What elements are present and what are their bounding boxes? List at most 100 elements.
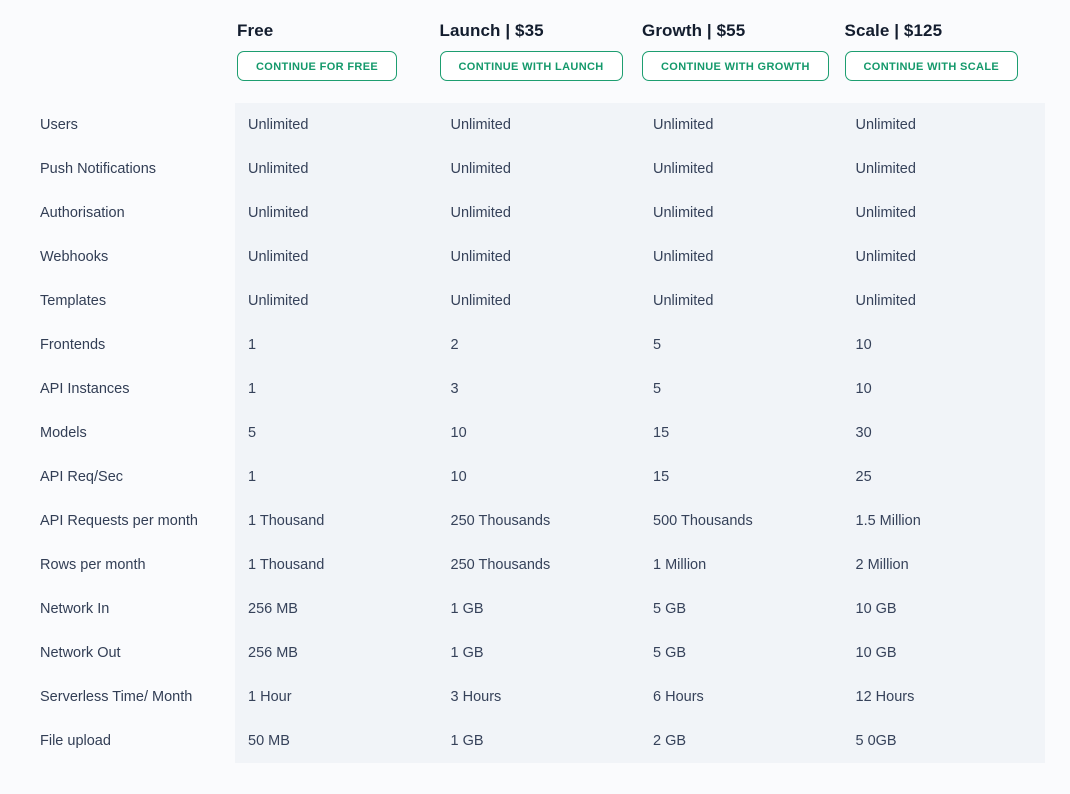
plan-header-scale: Scale | $125 CONTINUE WITH SCALE — [843, 0, 1046, 103]
feature-row-network-out: Network Out 256 MB 1 GB 5 GB 10 GB — [0, 631, 1045, 675]
plan-name-scale: Scale | $125 — [844, 21, 943, 40]
feature-value: 1 Thousand — [235, 543, 438, 587]
feature-value: 12 Hours — [842, 675, 1045, 719]
feature-label: API Instances — [40, 381, 130, 397]
feature-label: Templates — [40, 293, 107, 309]
feature-value: 1 — [235, 323, 438, 367]
feature-value: 25 — [842, 455, 1045, 499]
feature-value: 5 GB — [640, 631, 843, 675]
feature-value: Unlimited — [640, 147, 843, 191]
feature-row-authorisation: Authorisation Unlimited Unlimited Unlimited… — [0, 191, 1045, 235]
feature-value: Unlimited — [640, 191, 843, 235]
feature-value: Unlimited — [437, 191, 640, 235]
feature-value: 15 — [640, 455, 843, 499]
feature-value: 250 Thousands — [437, 499, 640, 543]
plan-header-free: Free CONTINUE FOR FREE — [235, 0, 438, 103]
feature-rows: Users Unlimited Unlimited Unlimited Unlimite… — [0, 103, 1045, 763]
feature-value: 6 Hours — [640, 675, 843, 719]
feature-value: Unlimited — [640, 103, 843, 147]
feature-value: Unlimited — [842, 147, 1045, 191]
feature-value: Unlimited — [842, 103, 1045, 147]
feature-value: 50 MB — [235, 719, 438, 763]
feature-value: 1 Million — [640, 543, 843, 587]
feature-value: 2 — [437, 323, 640, 367]
feature-value: Unlimited — [235, 279, 438, 323]
feature-row-webhooks: Webhooks Unlimited Unlimited Unlimited Unlim… — [0, 235, 1045, 279]
feature-value: 1 GB — [437, 719, 640, 763]
feature-row-templates: Templates Unlimited Unlimited Unlimited Unli… — [0, 279, 1045, 323]
feature-row-users: Users Unlimited Unlimited Unlimited Unlimite… — [0, 103, 1045, 147]
feature-value: 2 GB — [640, 719, 843, 763]
feature-value: Unlimited — [437, 279, 640, 323]
feature-value: Unlimited — [640, 279, 843, 323]
feature-value: Unlimited — [235, 191, 438, 235]
plan-name-launch: Launch | $35 — [439, 21, 544, 40]
feature-label: Webhooks — [40, 249, 109, 265]
feature-label: API Requests per month — [40, 513, 198, 529]
plan-header-launch: Launch | $35 CONTINUE WITH LAUNCH — [438, 0, 641, 103]
feature-row-frontends: Frontends 1 2 5 10 — [0, 323, 1045, 367]
plan-header-growth: Growth | $55 CONTINUE WITH GROWTH — [640, 0, 843, 103]
feature-label: Rows per month — [40, 557, 146, 573]
feature-value: 10 — [437, 411, 640, 455]
feature-value: 1 GB — [437, 631, 640, 675]
feature-value: 3 Hours — [437, 675, 640, 719]
feature-label: Serverless Time/ Month — [40, 689, 193, 705]
feature-row-api-requests-per-month: API Requests per month 1 Thousand 250 Thou… — [0, 499, 1045, 543]
feature-row-api-req-sec: API Req/Sec 1 10 15 25 — [0, 455, 1045, 499]
feature-value: 10 GB — [842, 631, 1045, 675]
feature-value: 5 — [640, 323, 843, 367]
feature-label: Push Notifications — [40, 161, 157, 177]
feature-row-serverless-time-month: Serverless Time/ Month 1 Hour 3 Hours 6 Hou… — [0, 675, 1045, 719]
feature-value: 256 MB — [235, 631, 438, 675]
plan-header-row: Free CONTINUE FOR FREE Launch | $35 CONT… — [0, 0, 1045, 103]
feature-value: 5 — [640, 367, 843, 411]
feature-value: 3 — [437, 367, 640, 411]
feature-label: Users — [40, 117, 78, 133]
feature-value: 1 — [235, 367, 438, 411]
continue-free-button[interactable]: CONTINUE FOR FREE — [237, 51, 398, 81]
feature-value: 1.5 Million — [842, 499, 1045, 543]
feature-value: 15 — [640, 411, 843, 455]
feature-row-push-notifications: Push Notifications Unlimited Unlimited Unli… — [0, 147, 1045, 191]
continue-growth-button[interactable]: CONTINUE WITH GROWTH — [642, 51, 829, 81]
continue-launch-button[interactable]: CONTINUE WITH LAUNCH — [439, 51, 623, 81]
plan-name-free: Free — [237, 21, 274, 40]
feature-row-api-instances: API Instances 1 3 5 10 — [0, 367, 1045, 411]
feature-value: 256 MB — [235, 587, 438, 631]
feature-row-network-in: Network In 256 MB 1 GB 5 GB 10 GB — [0, 587, 1045, 631]
feature-value: 10 — [842, 367, 1045, 411]
feature-value: Unlimited — [235, 147, 438, 191]
feature-value: 30 — [842, 411, 1045, 455]
feature-value: 2 Million — [842, 543, 1045, 587]
feature-value: 500 Thousands — [640, 499, 843, 543]
feature-label: File upload — [40, 733, 111, 749]
feature-value: Unlimited — [842, 279, 1045, 323]
feature-value: 1 Hour — [235, 675, 438, 719]
feature-value: 5 GB — [640, 587, 843, 631]
continue-scale-button[interactable]: CONTINUE WITH SCALE — [844, 51, 1019, 81]
feature-label: Models — [40, 425, 87, 441]
feature-value: Unlimited — [842, 191, 1045, 235]
feature-label: Authorisation — [40, 205, 125, 221]
feature-value: 1 GB — [437, 587, 640, 631]
feature-label: Network In — [40, 601, 110, 617]
plan-name-growth: Growth | $55 — [642, 21, 746, 40]
feature-value: Unlimited — [640, 235, 843, 279]
feature-row-rows-per-month: Rows per month 1 Thousand 250 Thousands 1 M… — [0, 543, 1045, 587]
table-corner-spacer — [0, 0, 235, 103]
feature-label: Network Out — [40, 645, 121, 661]
feature-row-models: Models 5 10 15 30 — [0, 411, 1045, 455]
feature-value: 5 0GB — [842, 719, 1045, 763]
feature-value: Unlimited — [437, 147, 640, 191]
feature-value: 10 — [842, 323, 1045, 367]
feature-label: API Req/Sec — [40, 469, 124, 485]
feature-value: 1 — [235, 455, 438, 499]
feature-value: Unlimited — [235, 235, 438, 279]
feature-value: 250 Thousands — [437, 543, 640, 587]
feature-value: Unlimited — [842, 235, 1045, 279]
feature-value: 10 — [437, 455, 640, 499]
feature-value: Unlimited — [437, 103, 640, 147]
feature-value: Unlimited — [235, 103, 438, 147]
feature-value: Unlimited — [437, 235, 640, 279]
